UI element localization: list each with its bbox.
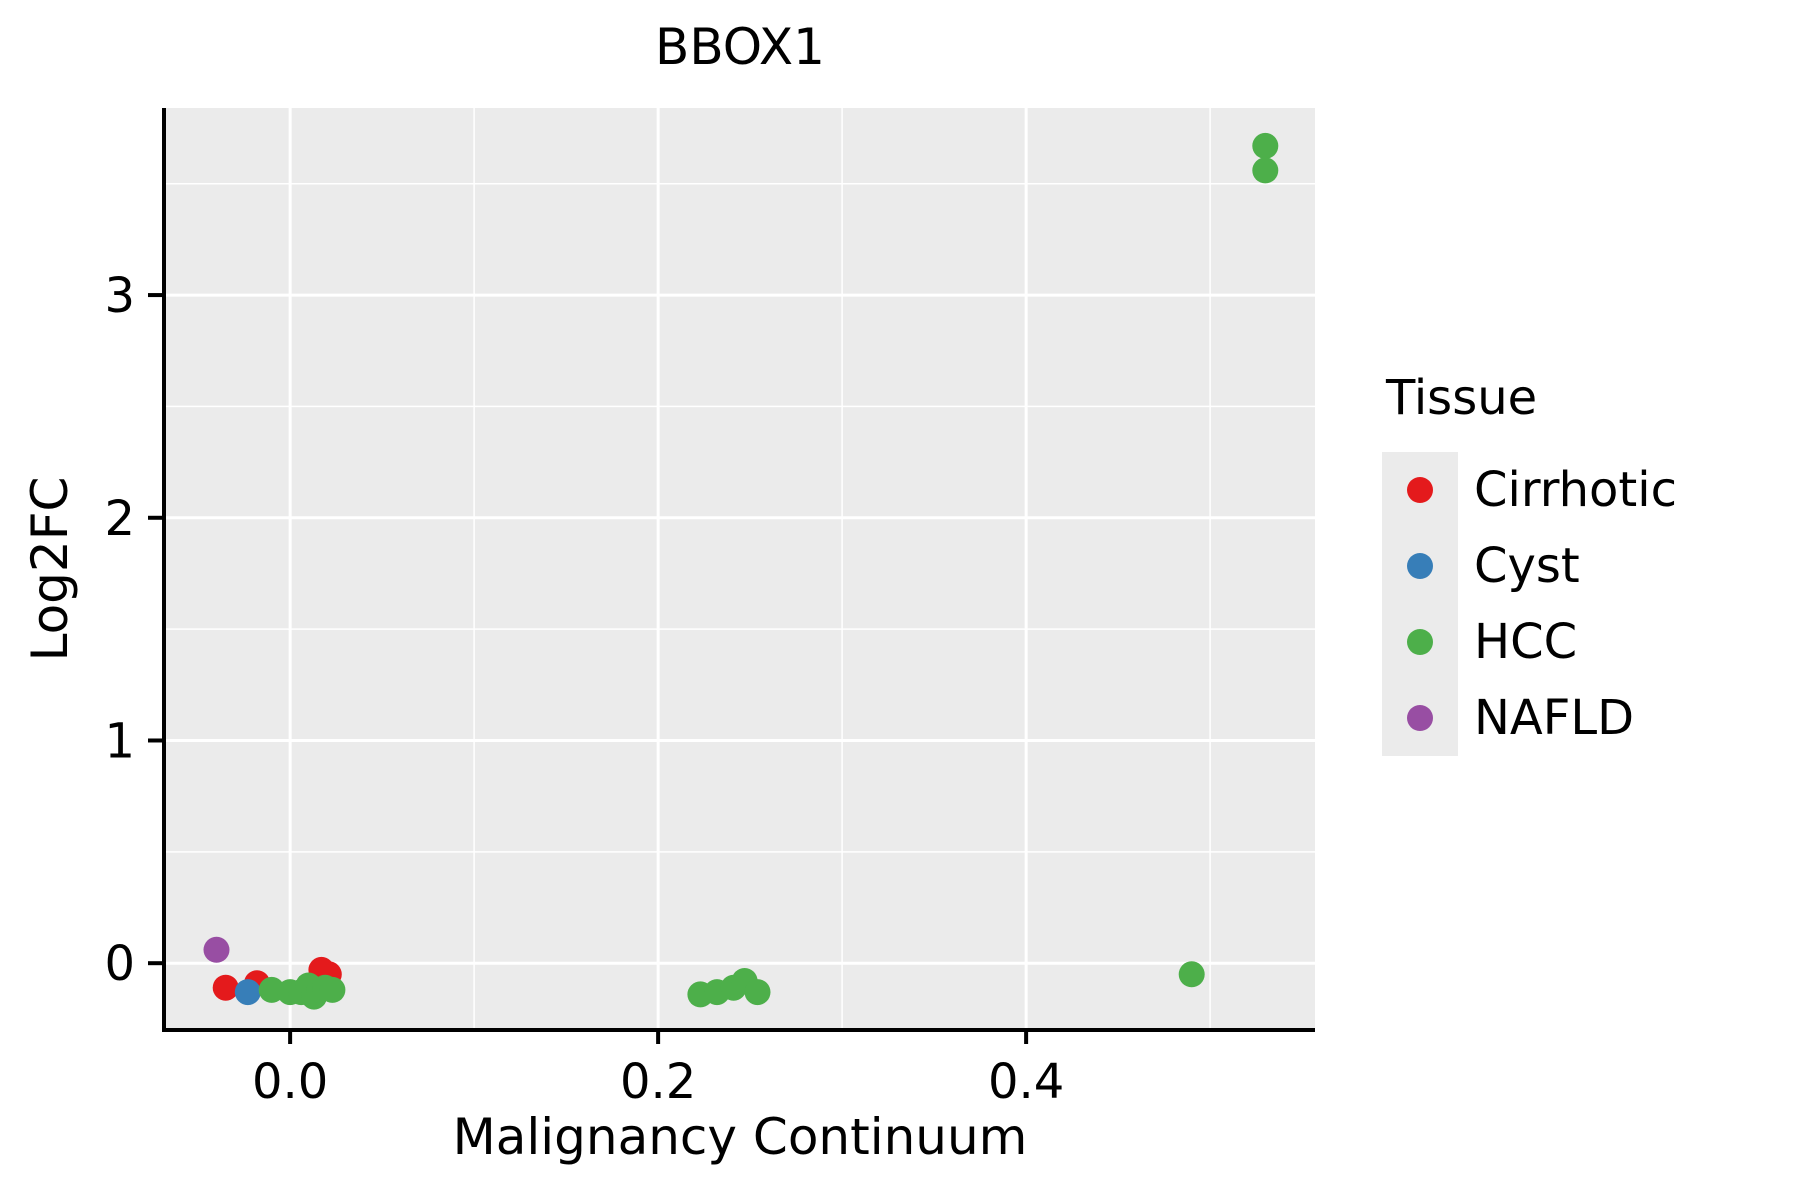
y-tick-label: 1	[104, 713, 135, 769]
y-tick-label: 3	[104, 268, 135, 324]
legend-dot-icon	[1407, 705, 1433, 731]
y-axis-label: Log2FC	[21, 476, 79, 662]
y-tick-label: 0	[104, 936, 135, 992]
legend-key	[1382, 452, 1458, 528]
x-tick-label: 0.2	[620, 1054, 696, 1110]
legend: Tissue Cirrhotic Cyst HCC NAFLD	[1382, 370, 1677, 756]
legend-label: Cyst	[1474, 538, 1580, 594]
legend-key	[1382, 528, 1458, 604]
point-hcc	[319, 976, 346, 1003]
legend-title: Tissue	[1386, 370, 1538, 426]
legend-entry-nafld: NAFLD	[1382, 680, 1677, 756]
legend-label: HCC	[1474, 614, 1578, 670]
legend-entry-cyst: Cyst	[1382, 528, 1677, 604]
legend-entry-cirrhotic: Cirrhotic	[1382, 452, 1677, 528]
legend-dot-icon	[1407, 553, 1433, 579]
point-hcc	[1178, 961, 1205, 988]
point-cirrhotic	[212, 974, 239, 1001]
point-hcc	[1252, 132, 1279, 159]
legend-entry-hcc: HCC	[1382, 604, 1677, 680]
legend-dot-icon	[1407, 629, 1433, 655]
legend-key	[1382, 680, 1458, 756]
legend-key	[1382, 604, 1458, 680]
legend-label: Cirrhotic	[1474, 462, 1677, 518]
x-tick-label: 0.4	[988, 1054, 1064, 1110]
y-tick-label: 2	[104, 491, 135, 547]
point-nafld	[203, 936, 230, 963]
plot-panel	[165, 108, 1315, 1030]
legend-dot-icon	[1407, 477, 1433, 503]
point-cyst	[234, 979, 261, 1006]
x-tick-label: 0.0	[252, 1054, 328, 1110]
chart-title: BBOX1	[655, 18, 825, 76]
point-hcc	[744, 979, 771, 1006]
legend-entries: Cirrhotic Cyst HCC NAFLD	[1382, 452, 1677, 756]
x-axis-label: Malignancy Continuum	[452, 1108, 1028, 1166]
legend-label: NAFLD	[1474, 690, 1635, 746]
point-hcc	[1252, 157, 1279, 184]
